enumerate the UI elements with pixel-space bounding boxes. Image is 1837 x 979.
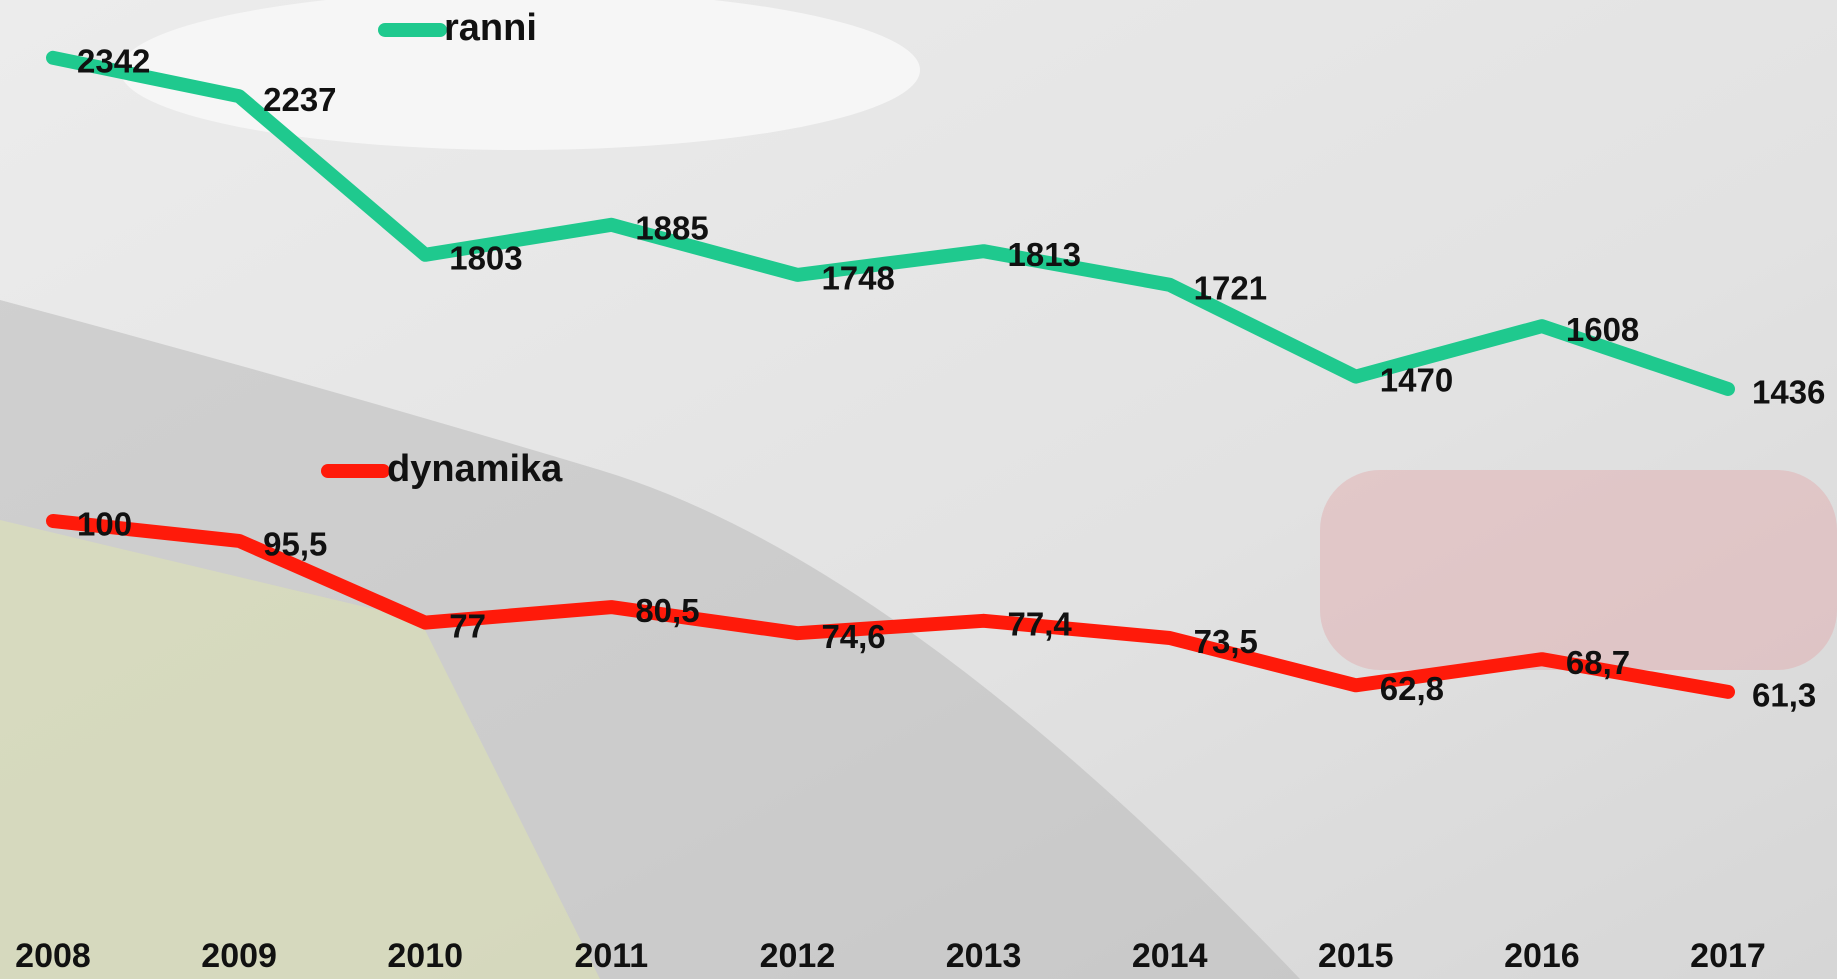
x-tick-label: 2013 <box>946 937 1022 975</box>
data-label: 73,5 <box>1194 623 1258 660</box>
photo-vest <box>0 520 600 979</box>
data-label: 1803 <box>449 240 522 277</box>
data-label: 74,6 <box>821 618 885 655</box>
data-label: 68,7 <box>1566 644 1630 681</box>
data-label: 77 <box>449 607 486 644</box>
x-tick-label: 2014 <box>1132 937 1208 975</box>
x-tick-label: 2009 <box>201 937 277 975</box>
line <box>46 50 1735 396</box>
x-tick-label: 2012 <box>760 937 836 975</box>
data-label: 1885 <box>635 210 708 247</box>
data-label: 62,8 <box>1380 670 1444 707</box>
data-label: 95,5 <box>263 526 327 563</box>
line <box>46 514 1735 699</box>
legend-label: ranni <box>444 7 537 49</box>
data-label: 1813 <box>1008 236 1081 273</box>
data-label: 80,5 <box>635 592 699 629</box>
data-label: 2237 <box>263 81 336 118</box>
x-tick-label: 2010 <box>387 937 463 975</box>
data-label: 1436 <box>1752 374 1825 411</box>
data-label: 100 <box>77 506 132 543</box>
data-label: 77,4 <box>1008 606 1073 643</box>
x-tick-label: 2011 <box>574 937 648 975</box>
x-tick-label: 2008 <box>15 937 91 975</box>
data-label: 2342 <box>77 42 150 79</box>
data-label: 1608 <box>1566 311 1639 348</box>
data-label: 1721 <box>1194 270 1267 307</box>
x-tick-label: 2016 <box>1504 937 1580 975</box>
photo-cap <box>120 0 920 150</box>
photo-car <box>1320 470 1837 670</box>
legend-label: dynamika <box>387 448 563 490</box>
x-tick-label: 2015 <box>1318 937 1394 975</box>
data-label: 61,3 <box>1752 677 1816 714</box>
x-tick-label: 2017 <box>1690 937 1766 975</box>
data-label: 1748 <box>821 260 894 297</box>
data-label: 1470 <box>1380 361 1453 398</box>
